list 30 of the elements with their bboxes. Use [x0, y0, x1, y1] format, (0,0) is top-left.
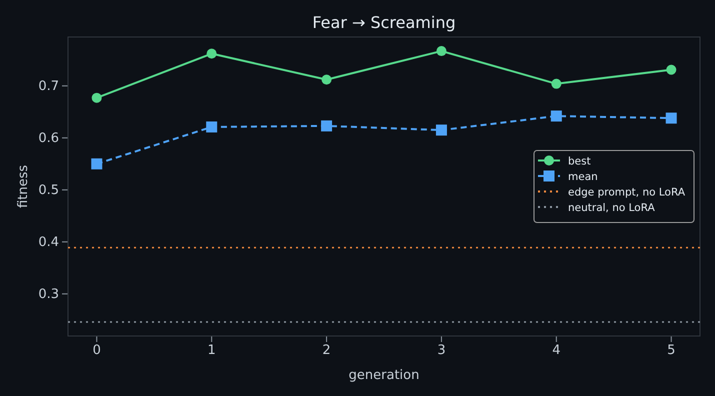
point — [206, 48, 217, 59]
point — [551, 78, 562, 89]
x-tick-label: 3 — [437, 343, 446, 358]
y-axis-title: fitness — [16, 164, 31, 208]
point — [321, 120, 332, 132]
x-tick-label: 2 — [322, 343, 331, 358]
point — [91, 158, 102, 170]
legend-label: best — [568, 156, 591, 168]
x-tick-label: 1 — [207, 343, 216, 358]
x-tick-label: 5 — [667, 343, 676, 358]
y-tick-label: 0.7 — [38, 79, 59, 94]
legend-label: mean — [568, 171, 598, 183]
point — [436, 46, 446, 56]
legend-label: edge prompt, no LoRA — [568, 186, 686, 198]
point — [322, 74, 332, 85]
y-tick-label: 0.5 — [38, 183, 59, 198]
x-tick-label: 4 — [552, 343, 561, 358]
point — [666, 64, 676, 75]
x-tick-label: 0 — [92, 343, 101, 358]
point — [550, 110, 562, 122]
point — [92, 92, 102, 103]
legend-label: neutral, no LoRA — [568, 202, 656, 214]
point — [206, 121, 218, 132]
chart-title: Fear → Screaming — [312, 13, 456, 32]
point — [666, 112, 677, 124]
y-tick-label: 0.4 — [38, 235, 59, 250]
y-tick-label: 0.3 — [38, 287, 59, 302]
y-tick-label: 0.6 — [38, 131, 59, 146]
x-axis-title: generation — [348, 368, 420, 383]
point — [436, 124, 447, 136]
